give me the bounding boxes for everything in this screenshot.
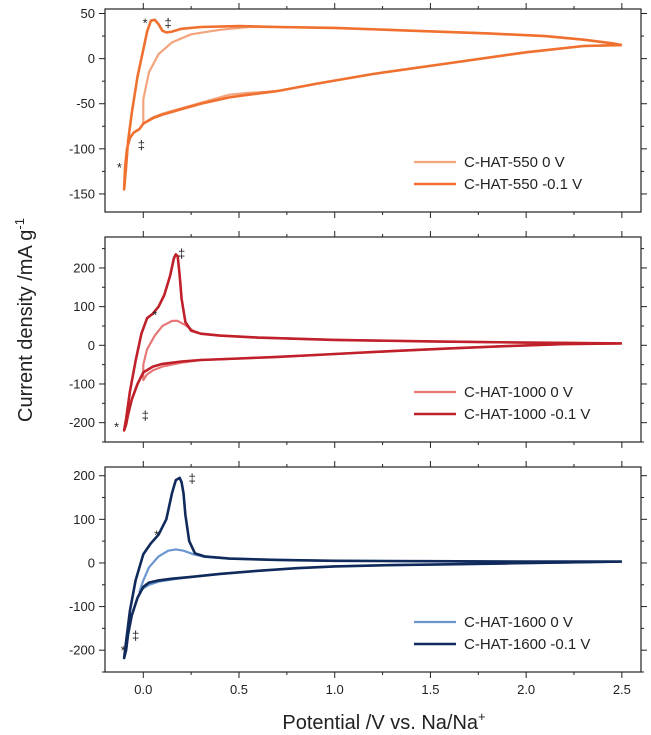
y-tick-label: -150 [69,186,95,201]
series-line-1 [142,25,623,125]
series-line-2 [122,18,623,191]
legend-label: C-HAT-550 -0.1 V [464,176,582,193]
series-line-1 [138,548,622,593]
y-axis-title: Current density /mA g-1 [12,218,37,422]
panel-3: 0.0 0.5 1.0 1.5 2.0 2.5 200 100 0 -100 -200 * ‡ ‡ * C-H… [69,461,647,697]
annotation-mark: ‡ [165,16,172,31]
y-tick-label: 100 [73,512,95,527]
y-tick-label: 0 [88,555,95,570]
annotation-mark: ‡ [138,137,145,152]
annotation-mark: ‡ [188,471,195,486]
y-tick-label: 0 [88,338,95,353]
panels: 50 0 -50 -100 -150 * ‡ ‡ * C-HAT-550 0 V C-HAT-550… [69,3,647,697]
y-tick-label: -100 [69,376,95,391]
y-tick-label: -50 [76,96,95,111]
y-tick-label: -200 [69,643,95,658]
annotation-mark: * [117,160,122,175]
annotation-mark: ‡ [178,246,185,261]
panel-2: 200 100 0 -100 -200 * ‡ ‡ * C-HAT-1000 0 V C-HAT-1… [69,231,647,448]
y-tick-label: 50 [81,6,95,21]
series-line-2 [122,253,622,432]
annotation-mark: * [121,643,126,658]
annotation-mark: * [143,16,148,31]
x-tick-label: 2.0 [517,682,535,697]
annotation-mark: * [114,420,119,435]
plot-frame [104,8,642,213]
y-tick-label: 200 [73,468,95,483]
legend-label: C-HAT-550 0 V [464,154,565,171]
annotation-mark: * [154,528,159,543]
legend-label: C-HAT-1000 -0.1 V [464,406,590,423]
plot-frame [104,236,642,443]
annotation-mark: ‡ [132,628,139,643]
y-tick-label: 0 [88,51,95,66]
x-axis-title: Potential /V vs. Na/Na+ [282,709,485,734]
x-tick-label: 0.0 [134,682,152,697]
legend-label: C-HAT-1600 0 V [464,614,573,631]
y-tick-label: 100 [73,299,95,314]
legend-label: C-HAT-1000 0 V [464,384,573,401]
legend-label: C-HAT-1600 -0.1 V [464,636,590,653]
y-tick-label: -200 [69,415,95,430]
x-tick-label: 1.0 [326,682,344,697]
y-tick-label: -100 [69,599,95,614]
x-tick-label: 1.5 [421,682,439,697]
x-tick-label: 2.5 [613,682,631,697]
panel-1: 50 0 -50 -100 -150 * ‡ ‡ * C-HAT-550 0 V C-HAT-550… [69,3,647,218]
annotation-mark: * [152,307,157,322]
y-tick-label: 200 [73,260,95,275]
y-tick-label: -100 [69,141,95,156]
x-tick-label: 0.5 [230,682,248,697]
series-line-2 [122,476,622,660]
plot-frame [104,466,642,673]
annotation-mark: ‡ [142,408,149,423]
